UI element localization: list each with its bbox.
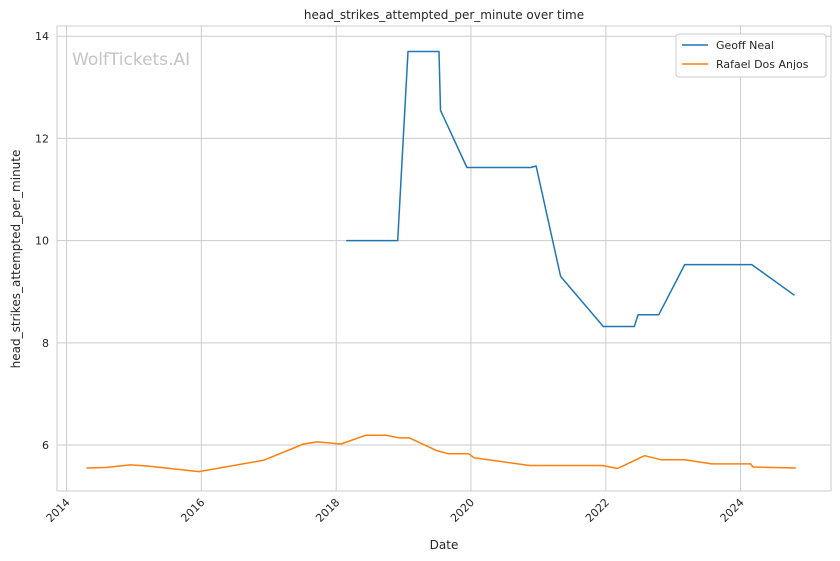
x-tick-label: 2022 — [583, 496, 612, 525]
series-line-rafael-dos-anjos — [86, 434, 796, 473]
watermark: WolfTickets.AI — [72, 50, 190, 70]
y-axis-title: head_strikes_attempted_per_minute — [9, 150, 23, 369]
y-tick-label: 14 — [35, 30, 49, 43]
legend-box — [675, 33, 827, 78]
x-tick-label: 2014 — [44, 496, 73, 525]
chart-title: head_strikes_attempted_per_minute over t… — [304, 8, 584, 22]
x-axis-ticks: 2014 2016 2018 2020 2022 2024 — [44, 496, 747, 525]
y-tick-label: 6 — [42, 439, 49, 452]
x-tick-label: 2020 — [448, 496, 477, 525]
grid — [57, 26, 831, 491]
x-axis-title: Date — [430, 538, 459, 552]
x-tick-label: 2024 — [718, 496, 747, 525]
series-line-geoff-neal — [346, 50, 795, 328]
y-axis-ticks: 6 8 10 12 14 — [35, 30, 49, 452]
legend-label-rafael-dos-anjos: Rafael Dos Anjos — [716, 58, 809, 71]
x-tick-label: 2016 — [178, 496, 207, 525]
legend-label-geoff-neal: Geoff Neal — [716, 39, 774, 52]
y-tick-label: 12 — [35, 132, 49, 145]
legend: Geoff Neal Rafael Dos Anjos — [675, 33, 827, 78]
y-tick-label: 8 — [42, 337, 49, 350]
series-layer — [86, 50, 796, 473]
plot-area — [56, 25, 832, 492]
y-tick-label: 10 — [35, 235, 49, 248]
x-tick-label: 2018 — [313, 496, 342, 525]
